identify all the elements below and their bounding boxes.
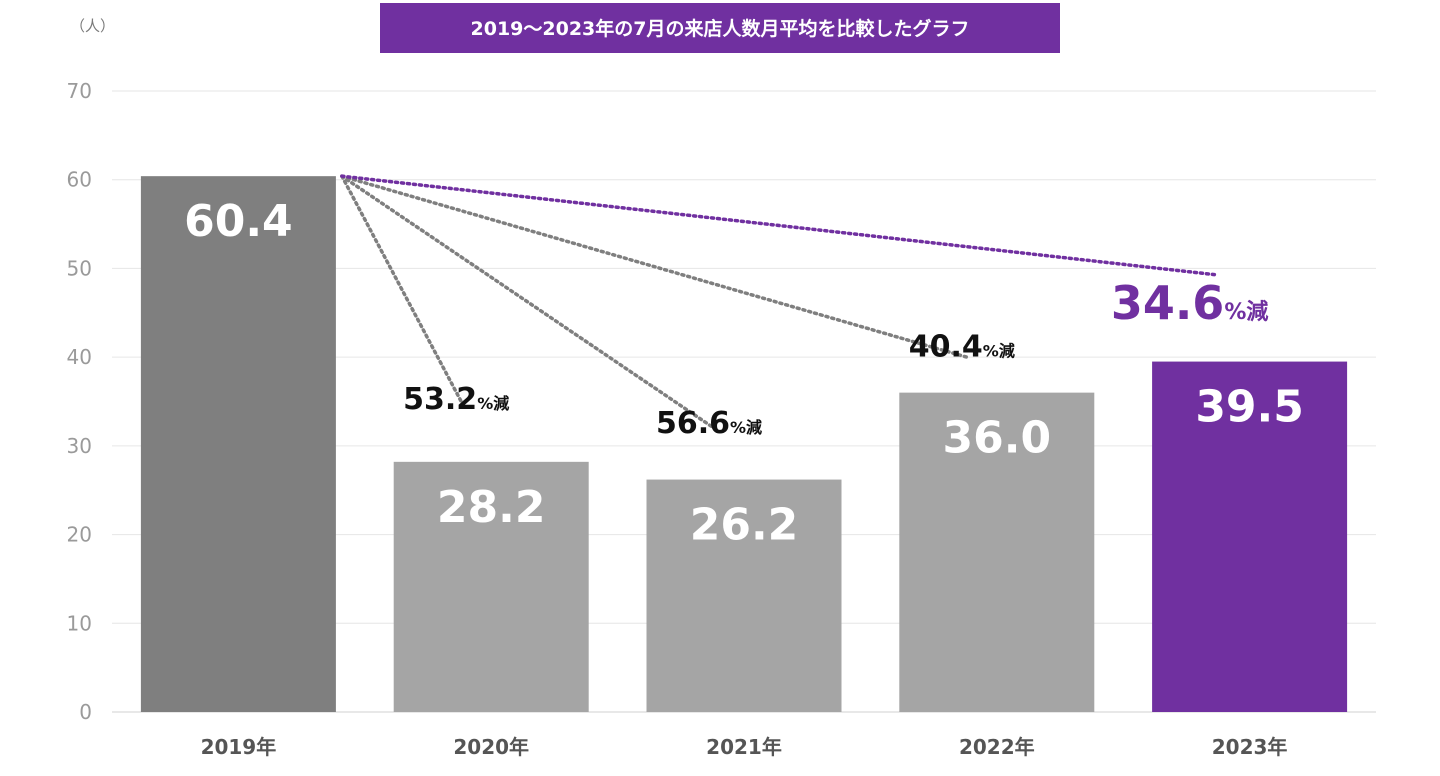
bar-value-label: 39.5: [1195, 382, 1304, 433]
y-tick-label: 20: [67, 523, 92, 547]
chart-title-background: [380, 3, 1060, 53]
bar-value-label: 26.2: [690, 500, 799, 551]
decrease-label: 34.6%減: [1111, 276, 1269, 330]
bar: [1152, 361, 1348, 712]
bars: [140, 176, 1348, 712]
bar-value-label: 36.0: [943, 413, 1052, 464]
comparison-line: [340, 174, 1217, 277]
y-tick-label: 10: [67, 611, 92, 635]
y-tick-label: 60: [67, 168, 92, 192]
bar: [393, 461, 589, 712]
bar-value-label: 28.2: [437, 482, 546, 533]
comparison-line: [340, 174, 969, 359]
decrease-label: 53.2%減: [403, 382, 509, 417]
y-tick-label: 40: [67, 345, 92, 369]
x-tick-label: 2022年: [959, 735, 1035, 759]
decrease-label: 40.4%減: [909, 329, 1015, 364]
x-tick-label: 2020年: [453, 735, 529, 759]
bar-value-labels: 60.4 28.2 26.2 36.0 39.5: [184, 196, 1304, 550]
chart-title: 2019〜2023年の7月の来店人数月平均を比較したグラフ: [471, 17, 970, 40]
bar: [140, 176, 336, 712]
y-tick-label: 30: [67, 434, 92, 458]
x-tick-label: 2021年: [706, 735, 782, 759]
chart-title-banner: 2019〜2023年の7月の来店人数月平均を比較したグラフ: [380, 3, 1060, 53]
y-tick-label: 70: [67, 79, 92, 103]
x-tick-label: 2019年: [201, 735, 277, 759]
bar: [899, 392, 1095, 712]
decrease-label: 56.6%減: [656, 406, 762, 441]
x-axis-labels: 2019年 2020年 2021年 2022年 2023年: [201, 735, 1288, 759]
x-tick-label: 2023年: [1212, 735, 1288, 759]
comparison-line: [340, 174, 463, 404]
y-tick-label: 0: [79, 700, 92, 724]
y-tick-label: 50: [67, 256, 92, 280]
bar: [646, 479, 842, 712]
comparison-lines: [340, 174, 1217, 430]
y-axis-unit-label: （人）: [70, 17, 115, 35]
bar-value-label: 60.4: [184, 196, 293, 247]
y-axis-ticks: 0 10 20 30 40 50 60 70: [67, 79, 92, 724]
decrease-annotations: 53.2%減 56.6%減 40.4%減 34.6%減: [403, 276, 1268, 441]
comparison-line: [340, 174, 716, 430]
